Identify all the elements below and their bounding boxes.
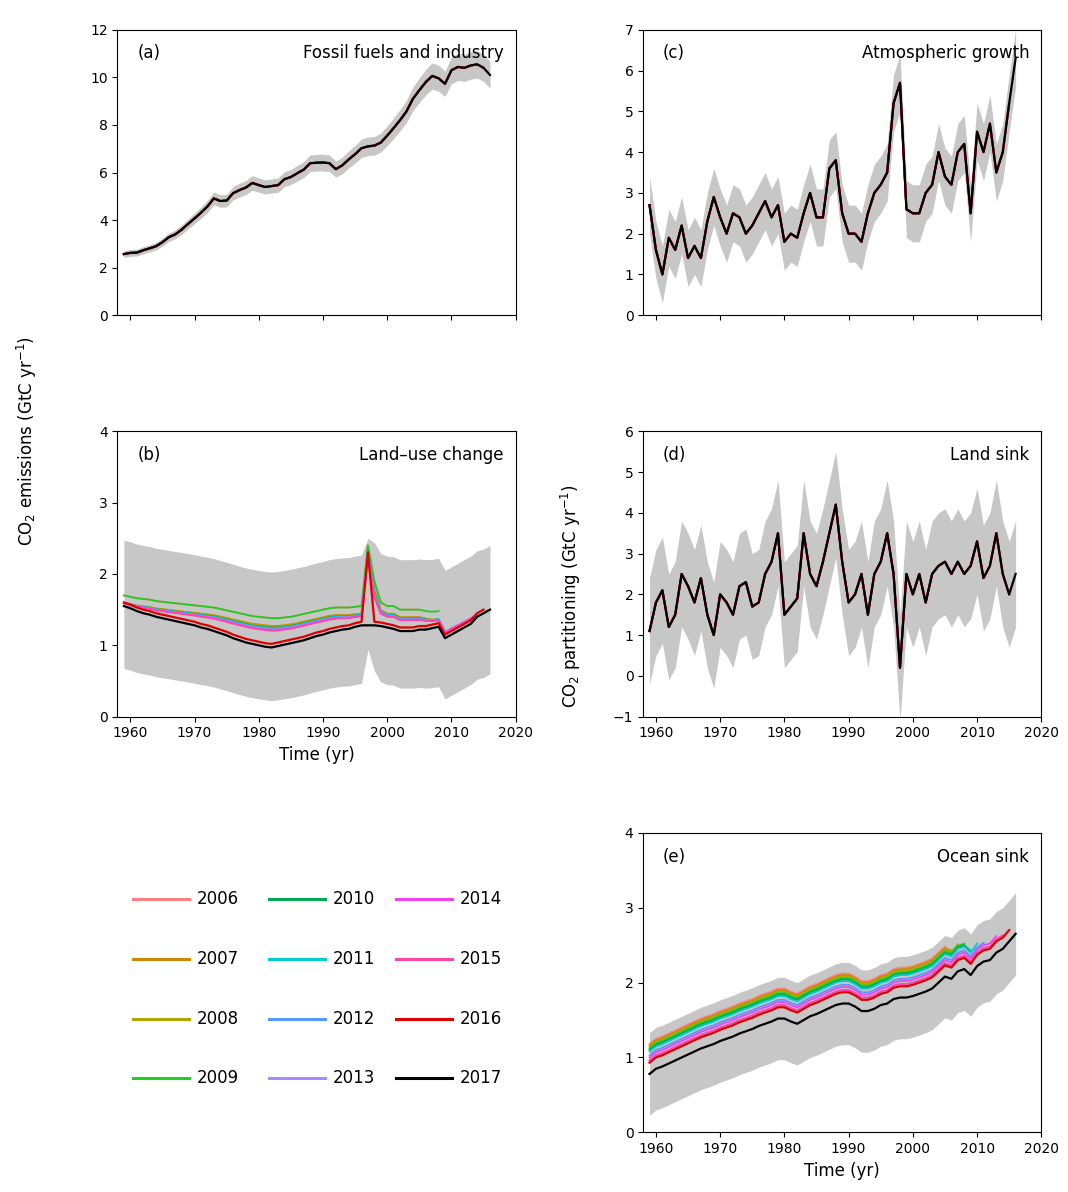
X-axis label: Time (yr): Time (yr) bbox=[279, 746, 355, 764]
Text: (b): (b) bbox=[138, 446, 161, 464]
Text: CO$_2$ emissions (GtC yr$^{-1}$): CO$_2$ emissions (GtC yr$^{-1}$) bbox=[15, 336, 38, 546]
Text: 2011: 2011 bbox=[332, 950, 375, 968]
Text: Land sink: Land sink bbox=[951, 446, 1030, 464]
Text: Ocean sink: Ocean sink bbox=[938, 848, 1030, 865]
Text: 2017: 2017 bbox=[460, 1069, 502, 1087]
Text: (e): (e) bbox=[663, 848, 686, 865]
Text: 2007: 2007 bbox=[198, 950, 239, 968]
Text: 2008: 2008 bbox=[198, 1010, 239, 1028]
X-axis label: Time (yr): Time (yr) bbox=[804, 1162, 880, 1180]
Text: Atmospheric growth: Atmospheric growth bbox=[862, 44, 1030, 62]
Text: Fossil fuels and industry: Fossil fuels and industry bbox=[303, 44, 504, 62]
Text: 2013: 2013 bbox=[332, 1069, 375, 1087]
Text: 2016: 2016 bbox=[460, 1010, 502, 1028]
Text: Land–use change: Land–use change bbox=[359, 446, 504, 464]
Text: CO$_2$ partitioning (GtC yr$^{-1}$): CO$_2$ partitioning (GtC yr$^{-1}$) bbox=[560, 484, 583, 708]
Text: 2006: 2006 bbox=[198, 889, 239, 907]
Text: (a): (a) bbox=[138, 44, 160, 62]
Text: (c): (c) bbox=[663, 44, 685, 62]
Text: 2015: 2015 bbox=[460, 950, 502, 968]
Text: 2014: 2014 bbox=[460, 889, 502, 907]
Text: 2010: 2010 bbox=[332, 889, 375, 907]
Text: 2012: 2012 bbox=[332, 1010, 375, 1028]
Text: 2009: 2009 bbox=[198, 1069, 239, 1087]
Text: (d): (d) bbox=[663, 446, 687, 464]
